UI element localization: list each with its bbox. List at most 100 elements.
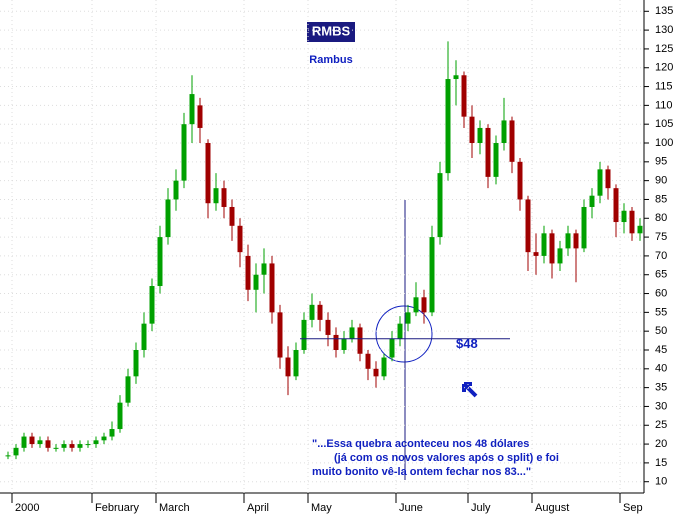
candle-body: [637, 225, 643, 234]
candle-body: [485, 127, 491, 177]
candle-body: [93, 440, 99, 445]
candle-body: [413, 297, 419, 313]
candle-body: [341, 338, 347, 350]
candle-body: [253, 274, 259, 290]
candle-body: [45, 440, 51, 448]
candle-body: [117, 402, 123, 430]
y-tick-label: 35: [655, 382, 667, 394]
y-tick-label: 110: [655, 99, 673, 111]
candle-body: [5, 455, 11, 457]
candle-body: [245, 255, 251, 290]
y-tick-label: 15: [655, 457, 667, 469]
candle-body: [261, 263, 267, 275]
candle-body: [541, 233, 547, 256]
candle-body: [109, 429, 115, 437]
y-tick-label: 65: [655, 269, 667, 281]
y-tick-label: 10: [655, 476, 667, 488]
candle-body: [277, 312, 283, 358]
candle-body: [333, 334, 339, 350]
candle-body: [565, 233, 571, 249]
x-tick-label: Sep: [623, 502, 643, 514]
candle-body: [349, 327, 355, 339]
y-tick-label: 80: [655, 212, 667, 224]
candle-body: [405, 312, 411, 324]
candle-body: [125, 376, 131, 403]
candle-body: [629, 210, 635, 234]
candle-body: [269, 263, 275, 313]
candle-body: [493, 143, 499, 177]
candle-body: [581, 206, 587, 249]
candle-body: [37, 440, 43, 445]
x-tick-label: 2000: [15, 502, 39, 514]
y-tick-label: 100: [655, 137, 673, 149]
candle-body: [421, 297, 427, 313]
highlight-circle: [375, 305, 433, 363]
candle-body: [29, 436, 35, 445]
candle-body: [549, 233, 555, 264]
candle-body: [85, 444, 91, 446]
x-tick-label: March: [159, 502, 190, 514]
candle-body: [77, 444, 83, 448]
x-tick-label: August: [535, 502, 569, 514]
candle-body: [149, 286, 155, 324]
candle-body: [197, 105, 203, 128]
x-tick-label: June: [399, 502, 423, 514]
candle-body: [181, 124, 187, 181]
y-tick-label: 70: [655, 250, 667, 262]
candle-body: [301, 319, 307, 350]
candle-body: [189, 94, 195, 125]
candle-body: [533, 252, 539, 256]
candle-body: [509, 120, 515, 162]
candle-body: [461, 75, 467, 117]
y-tick-label: 130: [655, 24, 673, 36]
candle-body: [293, 349, 299, 377]
y-tick-label: 30: [655, 400, 667, 412]
candle-body: [237, 225, 243, 253]
candle-body: [573, 233, 579, 249]
candle-body: [325, 319, 331, 335]
candle-body: [21, 436, 27, 448]
candle-body: [469, 116, 475, 144]
candle-body: [205, 143, 211, 204]
candle-body: [157, 237, 163, 287]
candle-body: [229, 206, 235, 226]
candle-body: [397, 323, 403, 339]
y-tick-label: 125: [655, 43, 673, 55]
y-tick-label: 135: [655, 5, 673, 17]
y-tick-label: 75: [655, 231, 667, 243]
candle-body: [445, 79, 451, 174]
y-tick-label: 90: [655, 175, 667, 187]
candle-body: [453, 75, 459, 80]
candle-body: [589, 195, 595, 207]
candle-body: [141, 323, 147, 350]
level-label: $48: [456, 336, 478, 351]
candle-body: [477, 127, 483, 144]
candle-body: [557, 248, 563, 264]
candle-body: [525, 199, 531, 253]
candle-body: [381, 357, 387, 377]
candle-body: [61, 444, 67, 448]
y-tick-label: 25: [655, 419, 667, 431]
title-box: [307, 22, 355, 42]
candle-body: [605, 169, 611, 189]
candle-body: [133, 349, 139, 377]
candle-body: [373, 368, 379, 377]
y-tick-label: 45: [655, 344, 667, 356]
y-tick-label: 55: [655, 306, 667, 318]
x-tick-label: February: [95, 502, 140, 514]
candle-body: [357, 327, 363, 354]
candle-body: [365, 353, 371, 369]
y-tick-label: 105: [655, 118, 673, 130]
y-tick-label: 95: [655, 156, 667, 168]
chart-subtitle: Rambus: [309, 54, 352, 66]
candle-body: [429, 237, 435, 313]
x-tick-label: May: [311, 502, 332, 514]
annotation-line: "...Essa quebra aconteceu nos 48 dólares: [312, 438, 529, 450]
annotation-line: muito bonito vê-la ontem fechar nos 83..…: [312, 466, 531, 478]
x-tick-label: July: [471, 502, 491, 514]
candle-body: [69, 444, 75, 448]
candle-body: [221, 188, 227, 207]
y-tick-label: 120: [655, 62, 673, 74]
y-tick-label: 60: [655, 287, 667, 299]
